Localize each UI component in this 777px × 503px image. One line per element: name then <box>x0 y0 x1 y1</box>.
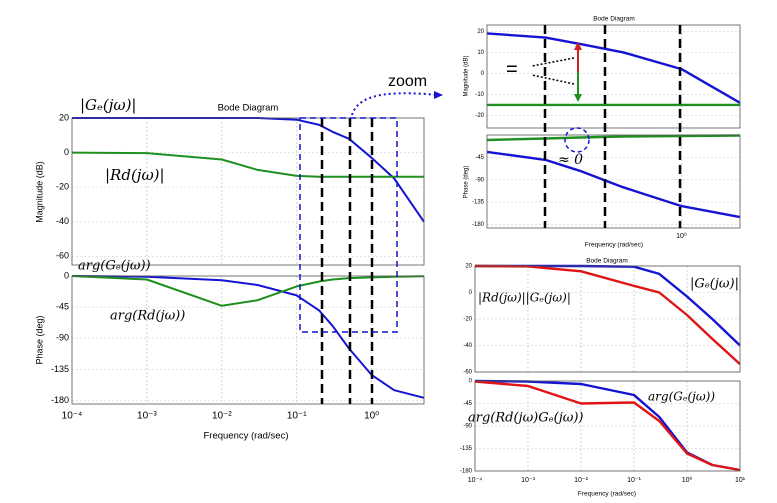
axes-frame <box>474 265 741 373</box>
x-tick-label: 10⁻³ <box>137 411 157 422</box>
x-tick-label: 10⁰ <box>364 411 379 422</box>
x-tick-label: 10⁻⁴ <box>62 411 83 422</box>
y-tick-label: -60 <box>56 251 69 261</box>
y-tick-label: -180 <box>460 469 473 475</box>
overlays <box>299 25 682 404</box>
series-line <box>474 264 741 365</box>
y-tick-label: 0 <box>64 147 69 157</box>
x-tick-label: 10⁻² <box>574 477 588 484</box>
zoom-arrow <box>351 92 441 116</box>
y-tick-label: -60 <box>463 370 472 376</box>
axes-frame <box>474 380 741 472</box>
series-line <box>474 380 741 472</box>
x-axis-label: Frequency (rad/sec) <box>578 491 636 498</box>
y-tick-label: 0 <box>481 71 485 77</box>
annotation: |Gₑ(jω)| <box>80 96 136 114</box>
y-tick-label: -135 <box>460 446 473 452</box>
x-tick-label: 10⁻¹ <box>627 477 641 484</box>
chart-title: Bode Diagram <box>218 103 279 114</box>
annotation: arg(Gₑ(jω)) <box>78 259 151 274</box>
y-axis-label: Magnitude (dB) <box>464 55 470 96</box>
annotation: |Gₑ(jω)| <box>690 277 739 292</box>
x-axis-label: Frequency (rad/sec) <box>585 242 643 249</box>
y-tick-label: -45 <box>475 155 484 161</box>
y-axis-label: Phase (deg) <box>34 315 44 364</box>
y-tick-label: -180 <box>51 395 69 405</box>
dotted-arrow <box>531 57 575 67</box>
y-tick-label: -45 <box>463 401 472 407</box>
series-line <box>486 150 741 219</box>
charts: 20 0 -20 -40 -60 Bode Diagram Magnitude (dB) 0 -… <box>34 16 745 498</box>
y-tick-label: 20 <box>465 264 472 270</box>
plot-area <box>487 25 740 128</box>
y-tick-label: 0 <box>469 379 473 385</box>
series-line <box>486 134 741 142</box>
dotted-arrow <box>531 74 575 85</box>
axes-frame <box>486 24 741 129</box>
x-tick-label: 10⁰ <box>682 476 693 484</box>
arrow-head <box>574 42 582 50</box>
series-line <box>71 151 424 178</box>
annotation: arg(Gₑ(jω)) <box>648 390 715 404</box>
annotations: |Gₑ(jω)| |Rd(jω)| zoom arg(Gₑ(jω)) arg(R… <box>78 58 739 425</box>
y-tick-label: 0 <box>64 270 69 280</box>
y-tick-label: -40 <box>56 216 69 226</box>
x-tick-label: 10⁻³ <box>521 477 535 484</box>
y-tick-label: -20 <box>56 182 69 192</box>
y-tick-label: -90 <box>463 424 472 430</box>
plot-area <box>487 135 740 228</box>
annotation: = <box>506 58 518 80</box>
arrow-head <box>574 94 582 102</box>
annotation: |Rd(jω)||Gₑ(jω)| <box>478 291 571 305</box>
arrow-head <box>434 91 443 99</box>
y-tick-label: 20 <box>59 112 69 122</box>
y-tick-label: -90 <box>475 177 484 183</box>
highlight-circle <box>564 127 590 153</box>
plot-area <box>72 118 424 265</box>
x-tick-label: 10⁻² <box>212 411 232 422</box>
y-axis-label: Phase (deg) <box>464 166 470 199</box>
annotation: ≈ 0 <box>558 152 583 168</box>
y-tick-label: 20 <box>477 29 484 35</box>
axes-frame <box>71 117 425 266</box>
y-tick-label: 10 <box>477 50 484 56</box>
chart-title: Bode Diagram <box>586 258 628 265</box>
y-tick-label: -40 <box>463 343 472 349</box>
series-line <box>71 275 425 307</box>
y-tick-label: -20 <box>463 317 472 323</box>
x-tick-label: 10⁻¹ <box>287 411 307 422</box>
x-tick-label: 10⁻⁴ <box>468 477 483 484</box>
x-tick-label: 10⁰ <box>676 232 687 240</box>
y-tick-label: -90 <box>56 333 69 343</box>
y-tick-label: -135 <box>51 364 69 374</box>
annotation: |Rd(jω)| <box>105 166 165 184</box>
annotation: zoom <box>388 73 427 90</box>
zoom-box <box>299 117 398 333</box>
axes-frame <box>486 134 741 229</box>
series-line <box>71 275 425 399</box>
y-tick-label: -180 <box>472 222 485 228</box>
y-tick-label: -20 <box>475 113 484 119</box>
axes-frame <box>71 275 425 405</box>
annotation: arg(Rd(jω)) <box>110 309 185 324</box>
plot-area <box>72 276 424 404</box>
x-axis-label: Frequency (rad/sec) <box>203 431 288 442</box>
chart-title: Bode Diagram <box>593 16 635 23</box>
series-line <box>486 32 741 104</box>
y-tick-label: -135 <box>472 200 485 206</box>
x-tick-label: 10¹ <box>735 477 746 484</box>
y-axis-label: Magnitude (dB) <box>34 161 44 223</box>
annotation: arg(Rd(jω)Gₑ(jω)) <box>468 411 584 426</box>
y-tick-label: 0 <box>469 290 473 296</box>
y-tick-label: -45 <box>56 302 69 312</box>
y-tick-label: -10 <box>475 92 484 98</box>
